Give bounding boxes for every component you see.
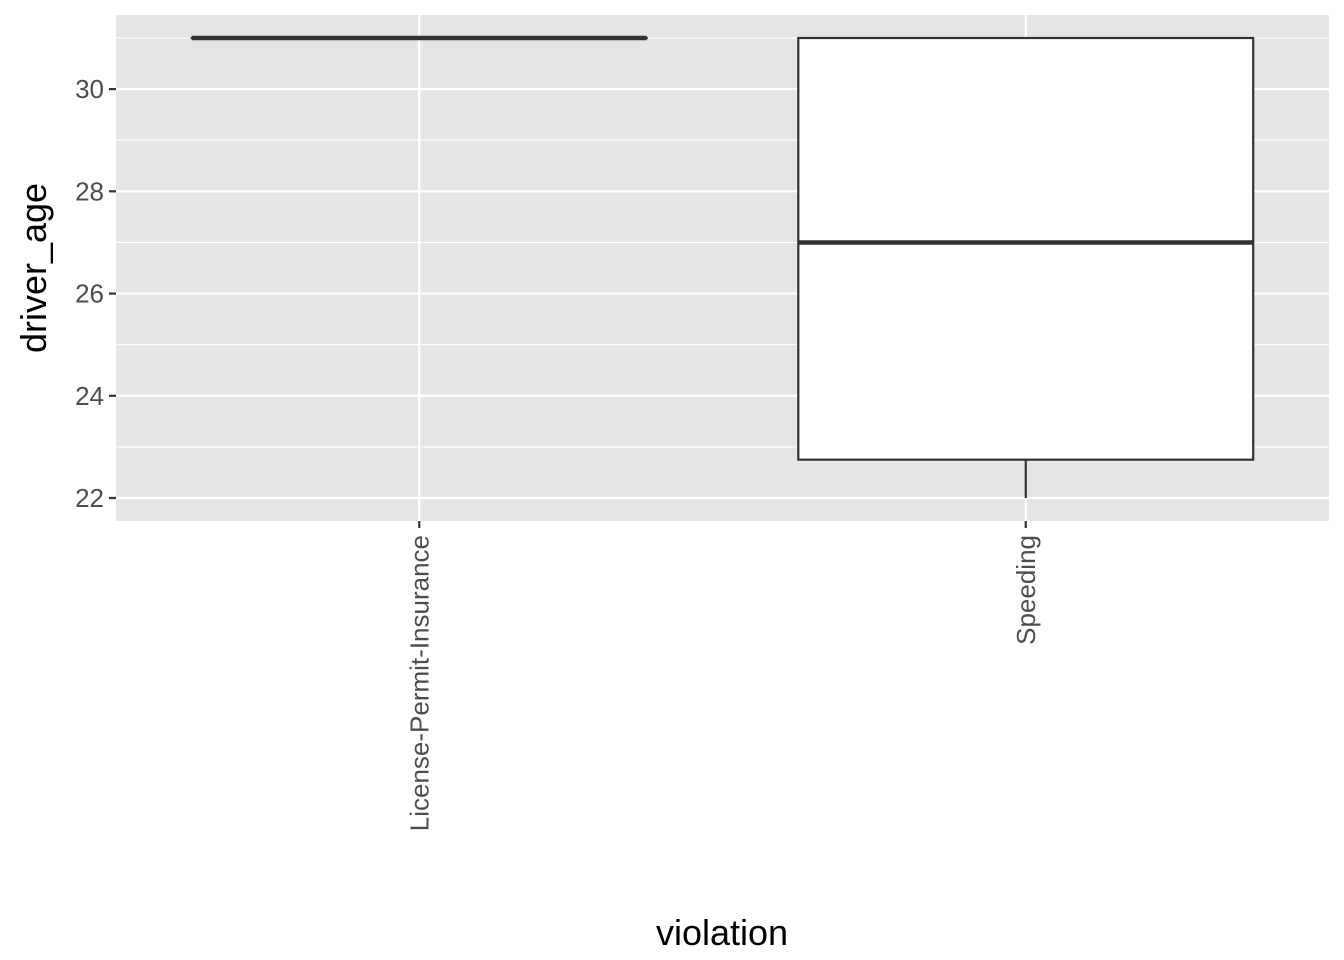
y-tick-label: 28: [75, 176, 104, 206]
y-tick-label: 24: [75, 381, 104, 411]
y-tick-label: 26: [75, 279, 104, 309]
x-tick-label: Speeding: [1011, 535, 1041, 645]
y-tick-label: 22: [75, 483, 104, 513]
boxes: [190, 35, 1255, 498]
box-body: [797, 36, 1255, 461]
x-tick-label: License-Permit-Insurance: [404, 535, 434, 831]
x-axis: License-Permit-Insurance Speeding: [404, 521, 1041, 831]
box-speeding: [797, 36, 1255, 498]
y-axis: 22 24 26 28 30: [75, 74, 116, 513]
x-axis-title: violation: [656, 912, 788, 953]
y-axis-title: driver_age: [13, 183, 54, 353]
y-tick-label: 30: [75, 74, 104, 104]
